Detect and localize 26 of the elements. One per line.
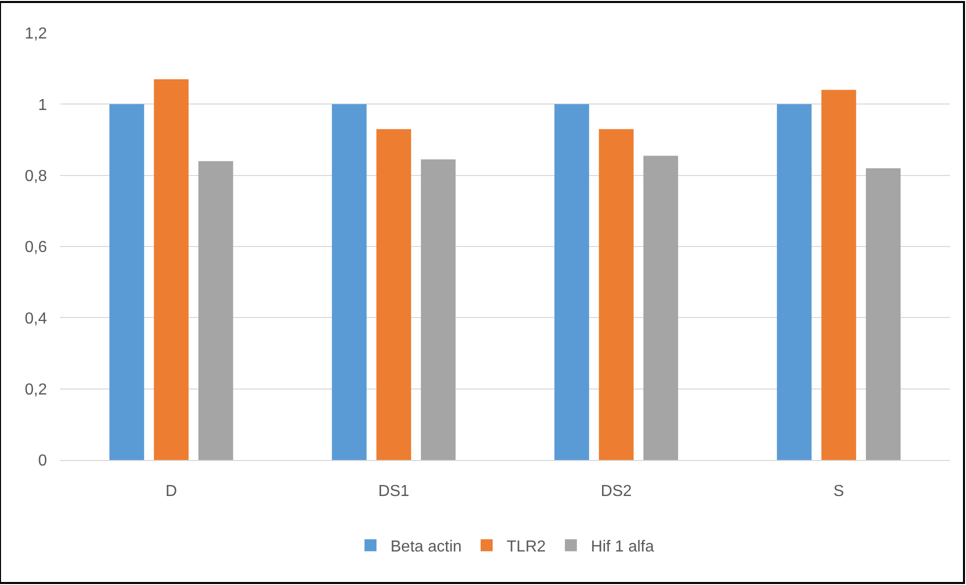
y-tick-label: 0,4 (24, 310, 48, 328)
bar (198, 161, 234, 460)
x-tick-label: D (165, 483, 178, 500)
legend-label: Hif 1 alfa (590, 538, 654, 556)
x-tick-label: S (833, 483, 844, 500)
y-tick-label: 0,2 (24, 381, 48, 398)
x-tick-label: DS1 (378, 483, 410, 500)
bar (866, 168, 901, 460)
bar (821, 90, 856, 460)
y-tick-label: 0,8 (24, 168, 48, 185)
y-tick-label: 1,2 (24, 26, 48, 43)
bar (643, 156, 678, 460)
y-tick-label: 0 (38, 452, 48, 470)
y-tick-label: 1 (38, 96, 48, 114)
bar (598, 129, 634, 460)
bar (420, 159, 456, 460)
legend-label: TLR2 (506, 538, 546, 556)
bar (776, 104, 812, 460)
bar (554, 104, 590, 460)
legend-label: Beta actin (390, 538, 462, 556)
bar (109, 104, 144, 460)
bar (332, 104, 367, 460)
y-tick-label: 0,6 (24, 239, 48, 256)
bar (154, 79, 189, 460)
x-tick-label: DS2 (600, 483, 632, 500)
bar (376, 129, 412, 460)
